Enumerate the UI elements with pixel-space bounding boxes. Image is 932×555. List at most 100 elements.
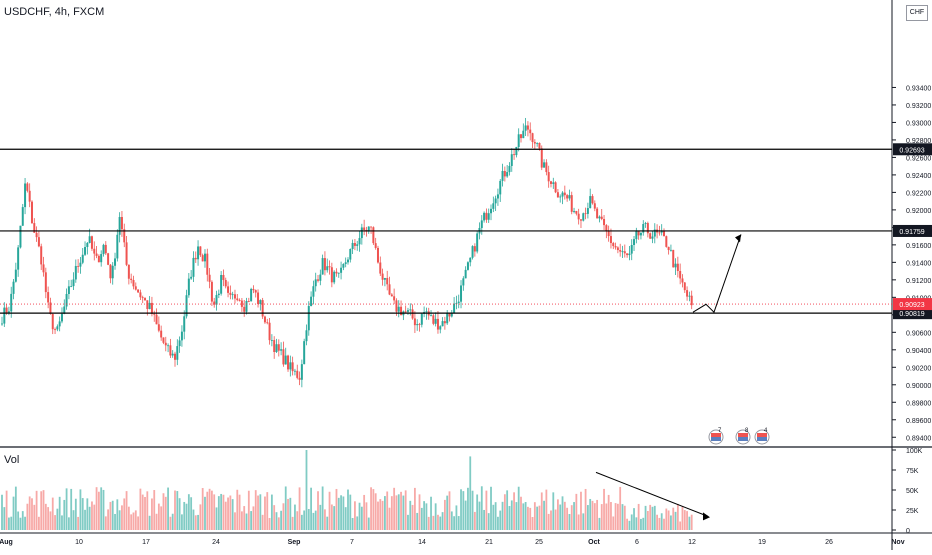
- y-tick-label: 0.93000: [906, 120, 931, 127]
- candle-body: [446, 313, 449, 324]
- volume-bar: [566, 507, 569, 530]
- candle-body: [508, 165, 511, 173]
- volume-bar: [656, 514, 658, 530]
- volume-bar: [169, 516, 172, 530]
- candle-body: [7, 311, 10, 314]
- candle-body: [614, 246, 617, 248]
- volume-bar: [247, 490, 250, 530]
- candle-body: [386, 278, 389, 285]
- candle-body: [443, 321, 446, 324]
- volume-bar: [485, 490, 488, 530]
- volume-bar: [676, 503, 679, 530]
- volume-bar: [570, 505, 573, 530]
- volume-bar: [81, 498, 84, 530]
- candle-body: [356, 244, 359, 246]
- volume-bar: [446, 495, 449, 530]
- y-tick-label: 0.92400: [906, 173, 931, 180]
- candle-body: [476, 233, 479, 252]
- volume-bar: [187, 494, 190, 530]
- candle-body: [457, 301, 460, 303]
- volume-bar: [582, 513, 585, 530]
- volume-bar: [586, 505, 589, 530]
- volume-bar: [577, 514, 580, 530]
- candle-body: [56, 326, 59, 330]
- candle-body: [663, 231, 666, 237]
- volume-bar: [651, 506, 654, 530]
- candle-body: [393, 296, 396, 301]
- volume-bar: [384, 496, 386, 530]
- volume-bar: [10, 516, 13, 530]
- volume-bar: [8, 517, 10, 530]
- candle-body: [383, 278, 386, 280]
- candle-body: [118, 217, 121, 235]
- candle-body: [333, 271, 336, 283]
- volume-bar: [432, 515, 435, 530]
- candle-body: [14, 269, 17, 282]
- candle-body: [132, 279, 135, 287]
- candle-body: [554, 182, 557, 193]
- candle-body: [298, 377, 301, 380]
- candle-body: [688, 295, 691, 297]
- candle-body: [326, 266, 329, 271]
- candle-body: [420, 313, 423, 325]
- volume-bar: [303, 510, 306, 530]
- candle-body: [660, 231, 663, 233]
- volume-bar: [86, 498, 89, 530]
- candle-body: [67, 286, 70, 294]
- volume-bar: [164, 496, 167, 530]
- candle-body: [607, 230, 610, 237]
- candle-body: [107, 253, 110, 265]
- candle-body: [123, 229, 126, 243]
- volume-bar: [517, 486, 520, 530]
- candle-body: [406, 310, 409, 312]
- volume-bar: [35, 490, 38, 530]
- volume-bar: [1, 494, 3, 530]
- candle-body: [12, 281, 15, 294]
- volume-bar: [480, 486, 483, 530]
- candle-body: [65, 293, 68, 307]
- volume-bar: [250, 511, 253, 530]
- candle-body: [155, 314, 158, 325]
- candle-body: [199, 246, 202, 256]
- y-tick-label: 0.90200: [906, 365, 931, 372]
- candle-body: [319, 274, 322, 281]
- volume-bar: [356, 516, 359, 530]
- volume-bar: [524, 502, 527, 530]
- volume-bar: [296, 511, 299, 530]
- candle-body: [630, 244, 633, 254]
- volume-bar: [536, 506, 539, 530]
- volume-bar: [561, 496, 564, 530]
- x-tick-label: 6: [635, 539, 639, 546]
- candle-body: [180, 331, 183, 341]
- candle-body: [141, 297, 144, 299]
- volume-bar: [681, 506, 684, 530]
- volume-bar: [379, 499, 382, 530]
- volume-bar: [141, 494, 144, 530]
- volume-bar: [557, 499, 559, 530]
- candle-body: [231, 294, 234, 296]
- volume-bar: [605, 503, 608, 530]
- volume-bar: [603, 488, 605, 530]
- event-marker: 8: [735, 428, 751, 445]
- candle-body: [543, 162, 546, 168]
- candle-body: [441, 321, 444, 327]
- currency-badge[interactable]: CHF: [906, 5, 928, 21]
- flag-stripe: [757, 433, 767, 437]
- candle-body: [229, 292, 232, 295]
- volume-bar: [381, 500, 384, 530]
- volume-bar: [374, 493, 377, 530]
- volume-bar: [441, 512, 444, 530]
- candle-body: [330, 267, 333, 283]
- volume-bar: [238, 494, 241, 530]
- candle-body: [102, 244, 105, 255]
- volume-bar: [679, 521, 682, 530]
- candle-body: [19, 225, 22, 248]
- volume-bar: [277, 517, 280, 530]
- candle-body: [649, 233, 652, 239]
- volume-bar: [642, 517, 645, 530]
- current-price-tag: [893, 298, 932, 311]
- x-tick-label: 25: [535, 539, 543, 546]
- candle-body: [381, 273, 384, 280]
- volume-bar: [273, 505, 276, 530]
